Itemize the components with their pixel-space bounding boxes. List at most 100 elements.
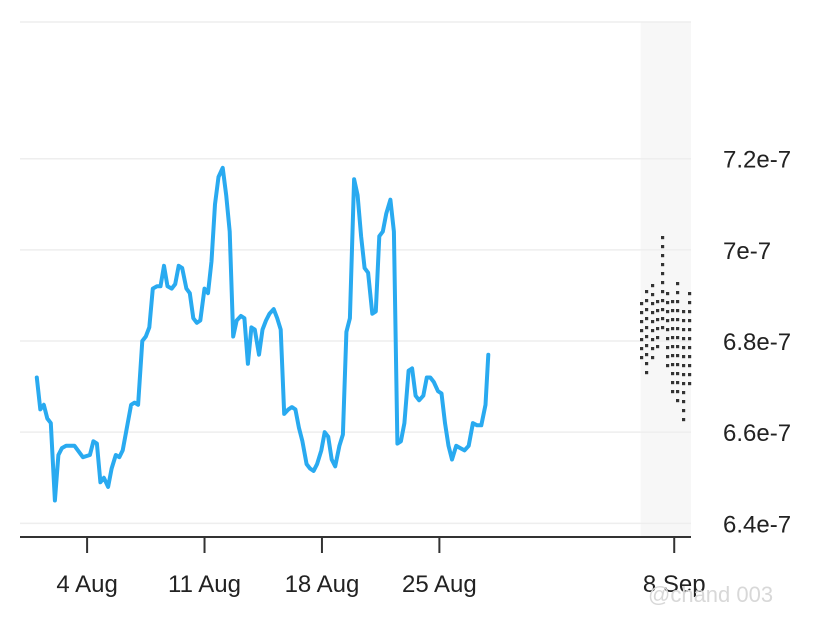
forecast-dot	[688, 310, 692, 314]
forecast-dot	[682, 337, 686, 341]
forecast-dot	[688, 382, 692, 386]
forecast-dot	[676, 282, 680, 286]
y-axis: 6.4e-7 6.6e-7 6.8e-7 7e-7 7.2e-7	[723, 147, 791, 539]
forecast-dot	[682, 400, 686, 404]
x-tick-label: 11 Aug	[168, 571, 241, 598]
forecast-dot	[661, 245, 665, 249]
forecast-dot	[676, 300, 680, 304]
forecast-dot	[661, 290, 665, 294]
forecast-dot	[661, 326, 665, 330]
forecast-dot	[688, 373, 692, 377]
forecast-dot	[656, 300, 660, 304]
forecast-dot	[651, 329, 655, 333]
forecast-dot	[676, 354, 680, 358]
forecast-dot	[661, 308, 665, 312]
forecast-dot	[661, 317, 665, 321]
forecast-dot	[676, 399, 680, 403]
forecast-dot	[656, 336, 660, 340]
forecast-dot	[682, 373, 686, 377]
forecast-dot	[666, 346, 670, 350]
forecast-dot	[666, 364, 670, 368]
forecast-dot	[666, 319, 670, 323]
forecast-dot	[688, 337, 692, 341]
forecast-dot	[676, 318, 680, 322]
forecast-dot	[676, 336, 680, 340]
forecast-dot	[676, 309, 680, 313]
y-tick-label: 6.6e-7	[723, 420, 791, 447]
forecast-dot	[645, 317, 649, 321]
forecast-dot	[645, 308, 649, 312]
forecast-dot	[688, 319, 692, 323]
forecast-dot	[676, 381, 680, 385]
forecast-dot	[671, 354, 675, 358]
forecast-dot	[645, 290, 649, 294]
forecast-dot	[651, 338, 655, 342]
x-tick-label: 8 Sep	[643, 571, 706, 598]
forecast-dot	[671, 318, 675, 322]
forecast-dot	[640, 311, 644, 315]
x-axis: 4 Aug 11 Aug 18 Aug 25 Aug 8 Sep	[20, 536, 706, 598]
y-tick-label: 6.8e-7	[723, 329, 791, 356]
forecast-dot	[682, 310, 686, 314]
forecast-dot	[651, 284, 655, 288]
forecast-dot	[682, 382, 686, 386]
forecast-dot	[645, 335, 649, 339]
forecast-dot	[640, 338, 644, 342]
forecast-dot	[676, 372, 680, 376]
forecast-dot	[671, 372, 675, 376]
forecast-dot	[676, 327, 680, 331]
forecast-dot	[671, 300, 675, 304]
forecast-dot	[640, 356, 644, 360]
forecast-dot	[651, 311, 655, 315]
forecast-dot	[661, 236, 665, 240]
forecast-dot	[671, 363, 675, 367]
forecast-dot	[640, 320, 644, 324]
forecast-dot	[676, 363, 680, 367]
forecast-dot	[661, 272, 665, 276]
forecast-dot	[645, 362, 649, 366]
forecast-dot	[671, 327, 675, 331]
forecast-dot	[640, 302, 644, 306]
forecast-dot	[676, 291, 680, 295]
forecast-dot	[651, 356, 655, 360]
forecast-dot	[651, 320, 655, 324]
forecast-dot	[671, 309, 675, 313]
forecast-dot	[666, 301, 670, 305]
forecast-dot	[682, 364, 686, 368]
forecast-dot	[656, 309, 660, 313]
forecast-dot	[645, 353, 649, 357]
forecast-dot	[688, 292, 692, 296]
forecast-dot	[676, 345, 680, 349]
forecast-dot	[651, 302, 655, 306]
forecast-dot	[682, 418, 686, 422]
forecast-dot	[656, 345, 660, 349]
forecast-dot	[688, 364, 692, 368]
forecast-dot	[688, 301, 692, 305]
x-tick-label: 4 Aug	[56, 571, 117, 598]
forecast-dot	[651, 347, 655, 351]
forecast-dot	[640, 329, 644, 333]
forecast-dot	[656, 327, 660, 331]
forecast-dot	[651, 293, 655, 297]
forecast-dot	[666, 337, 670, 341]
forecast-band	[640, 22, 691, 537]
forecast-dot	[640, 347, 644, 351]
forecast-dot	[645, 371, 649, 375]
forecast-dot	[645, 299, 649, 303]
forecast-dot	[671, 381, 675, 385]
grid-lines	[20, 21, 691, 525]
forecast-dot	[661, 299, 665, 303]
forecast-dot	[661, 254, 665, 258]
forecast-dot	[666, 310, 670, 314]
forecast-dot	[682, 346, 686, 350]
forecast-dot	[671, 336, 675, 340]
forecast-dot	[671, 390, 675, 394]
forecast-dot	[676, 390, 680, 394]
forecast-dot	[666, 328, 670, 332]
forecast-dot	[671, 345, 675, 349]
forecast-dot	[682, 409, 686, 413]
forecast-dot	[688, 346, 692, 350]
forecast-dot	[688, 328, 692, 332]
y-tick-label: 7e-7	[723, 238, 771, 265]
